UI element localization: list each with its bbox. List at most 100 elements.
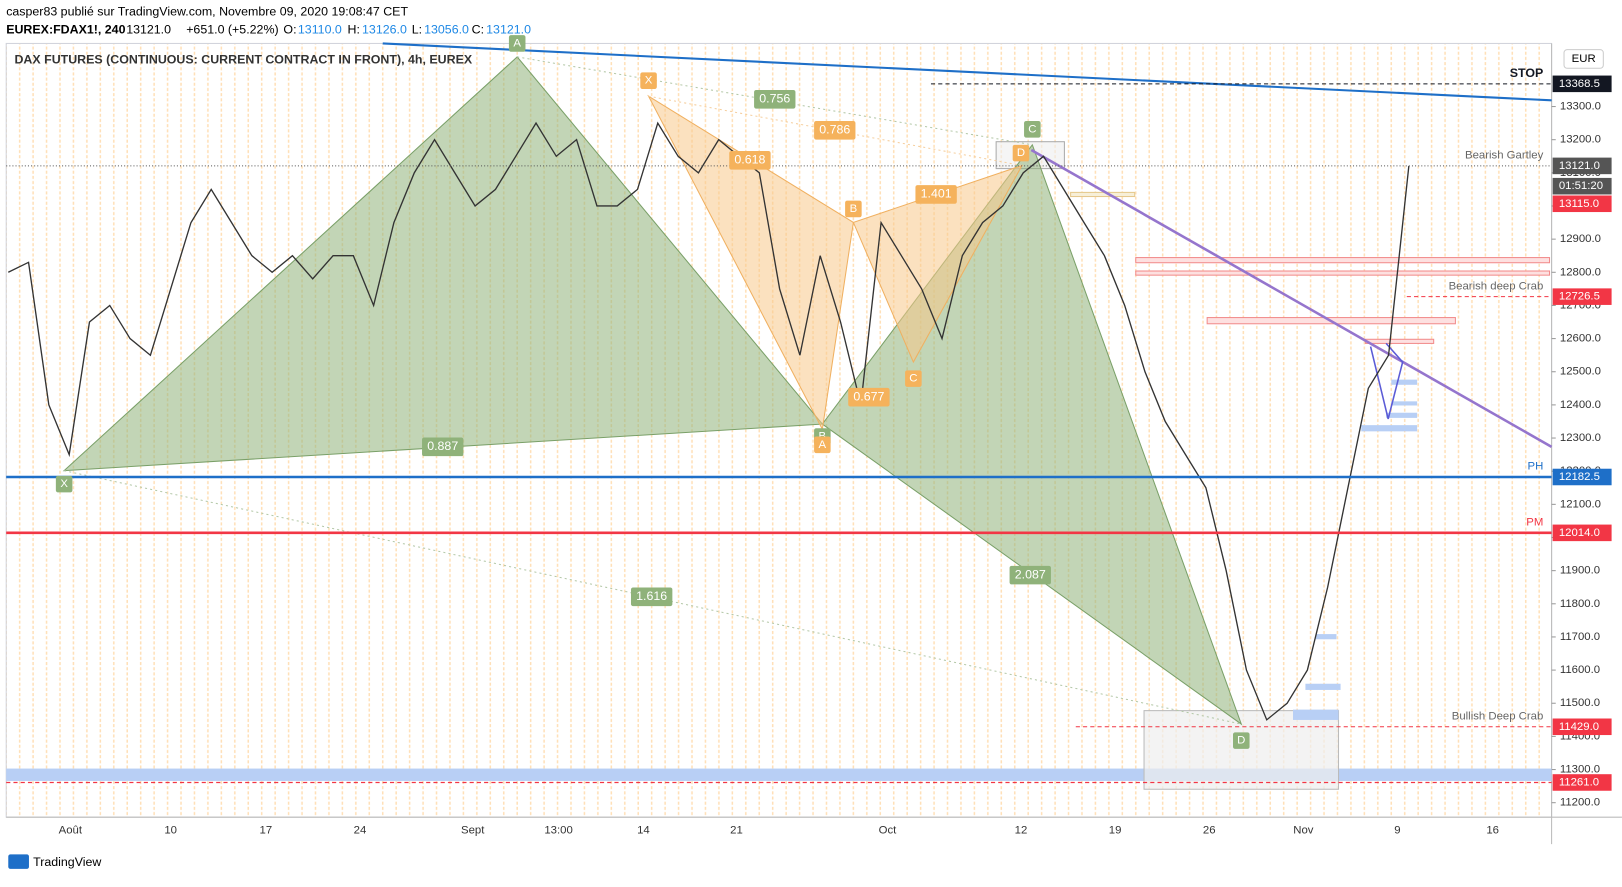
ratio-bg [814,121,856,140]
demand-zone [1305,683,1341,690]
y-tick-label: 12400.0 [1560,399,1601,411]
ratio-bg [729,151,771,170]
ratio-label: 0.677 [853,389,884,403]
orange-point: X [645,75,653,87]
ratio-bg [754,89,796,109]
green-point: X [60,478,68,490]
orange-point: D [1017,147,1025,159]
change: +651.0 (+5.22%) [186,22,278,36]
x-tick-label: Sept [461,825,485,837]
h-label: H: [348,22,360,36]
ratio-line [648,95,1023,167]
orange-point: C [909,373,917,385]
y-tick-label: 11900.0 [1560,565,1600,577]
y-tick-label: 11300.0 [1560,764,1600,776]
y-tick-label: 11800.0 [1560,598,1600,610]
y-tick-label: 12500.0 [1560,366,1601,378]
demand-zone [1386,412,1418,418]
x-tick-label: 14 [637,825,650,837]
level-annotation: Bearish Gartley [1465,150,1544,162]
dynamic-layer: 11200.011300.011400.011500.011600.011700… [6,35,1612,837]
ratio-label: 0.618 [734,153,765,167]
price-tag [1552,774,1612,791]
x-tick-label: 21 [730,825,743,837]
price-tag [1552,75,1612,93]
ratio-label: 1.401 [921,187,952,201]
price-tag [1552,468,1612,486]
y-tick-label: 11500.0 [1560,697,1600,709]
x-tick-label: 13:00 [544,825,572,837]
o-value: 13110.0 [298,22,342,36]
ratio-bg [1009,565,1051,585]
orange-point-bg [905,370,922,387]
ratio-bg [848,387,890,407]
price-line [7,121,1410,721]
supply-zone [1135,257,1551,264]
price-tag-label: 11429.0 [1559,721,1599,733]
level-annotation: Bullish Deep Crab [1452,710,1544,722]
h-value: 13126.0 [362,22,407,36]
ratio-label: 1.616 [636,589,667,603]
c-label: C: [472,22,484,36]
y-tick-label: 13300.0 [1560,101,1601,113]
y-tick-label: 12900.0 [1560,233,1601,245]
x-tick-label: 10 [164,825,177,837]
chart-title: DAX FUTURES (CONTINUOUS: CURRENT CONTRAC… [14,52,472,66]
ratio-label: 0.756 [759,92,790,106]
green-point-bg [1233,732,1250,749]
x-tick-label: 24 [354,825,367,837]
green-point-bg [508,35,526,52]
price-tag-label: 12182.5 [1559,471,1600,483]
x-tick-label: 16 [1486,825,1499,837]
scaled-root: 11200.011300.011400.011500.011600.011700… [5,5,1622,869]
o-label: O: [283,22,296,36]
drawing [1369,342,1404,420]
symbol: EUREX:FDAX1!, 240 [6,22,125,36]
last-price: 13121.0 [126,22,171,36]
price-tag [1552,718,1612,736]
demand-zone [1293,709,1339,720]
y-tick-label: 12800.0 [1560,266,1601,278]
price-tag [1552,524,1612,542]
y-tick-label: 11700.0 [1560,631,1600,643]
y-tick-label: 11200.0 [1560,797,1600,809]
ratio-line [517,56,1033,146]
demand-zone [1315,634,1337,640]
ratio-bg [422,437,464,457]
ratio-bg [630,587,673,607]
currency-box [1563,49,1604,69]
x-tick-label: 9 [1394,825,1400,837]
green-point-bg [55,475,73,493]
demand-zone [1361,425,1418,432]
y-tick-label: 12100.0 [1560,498,1601,510]
countdown-tag [1552,177,1612,195]
currency: EUR [1572,53,1596,65]
logo [8,854,29,869]
orange-point-bg [845,200,862,218]
y-tick-label: 13200.0 [1560,134,1601,146]
supply-zone [1364,338,1435,344]
x-tick-label: 26 [1203,825,1216,837]
price-tag [1552,288,1612,305]
zone [1070,191,1136,198]
box [1143,710,1340,790]
ratio-label: 0.786 [819,123,850,137]
l-label: L: [412,22,422,36]
x-tick-label: Août [59,825,83,837]
x-tick-label: 17 [260,825,273,837]
x-tick-label: Oct [879,825,898,837]
price-tag [1552,195,1612,213]
level-annotation: PM [1526,517,1543,529]
orange-point: A [819,439,827,451]
brand: TradingView [33,855,101,869]
green-point: C [1028,123,1036,135]
orange-point-bg [1012,144,1030,162]
price-tag-label: 13368.5 [1559,78,1600,90]
countdown: 01:51:20 [1559,180,1603,192]
price-tag-label: 13121.0 [1559,160,1600,172]
price-tag-label: 12726.5 [1559,291,1600,303]
level-annotation: PH [1528,461,1544,473]
price-tag-label: 11261.0 [1559,776,1599,788]
supply-zone [1135,270,1551,276]
